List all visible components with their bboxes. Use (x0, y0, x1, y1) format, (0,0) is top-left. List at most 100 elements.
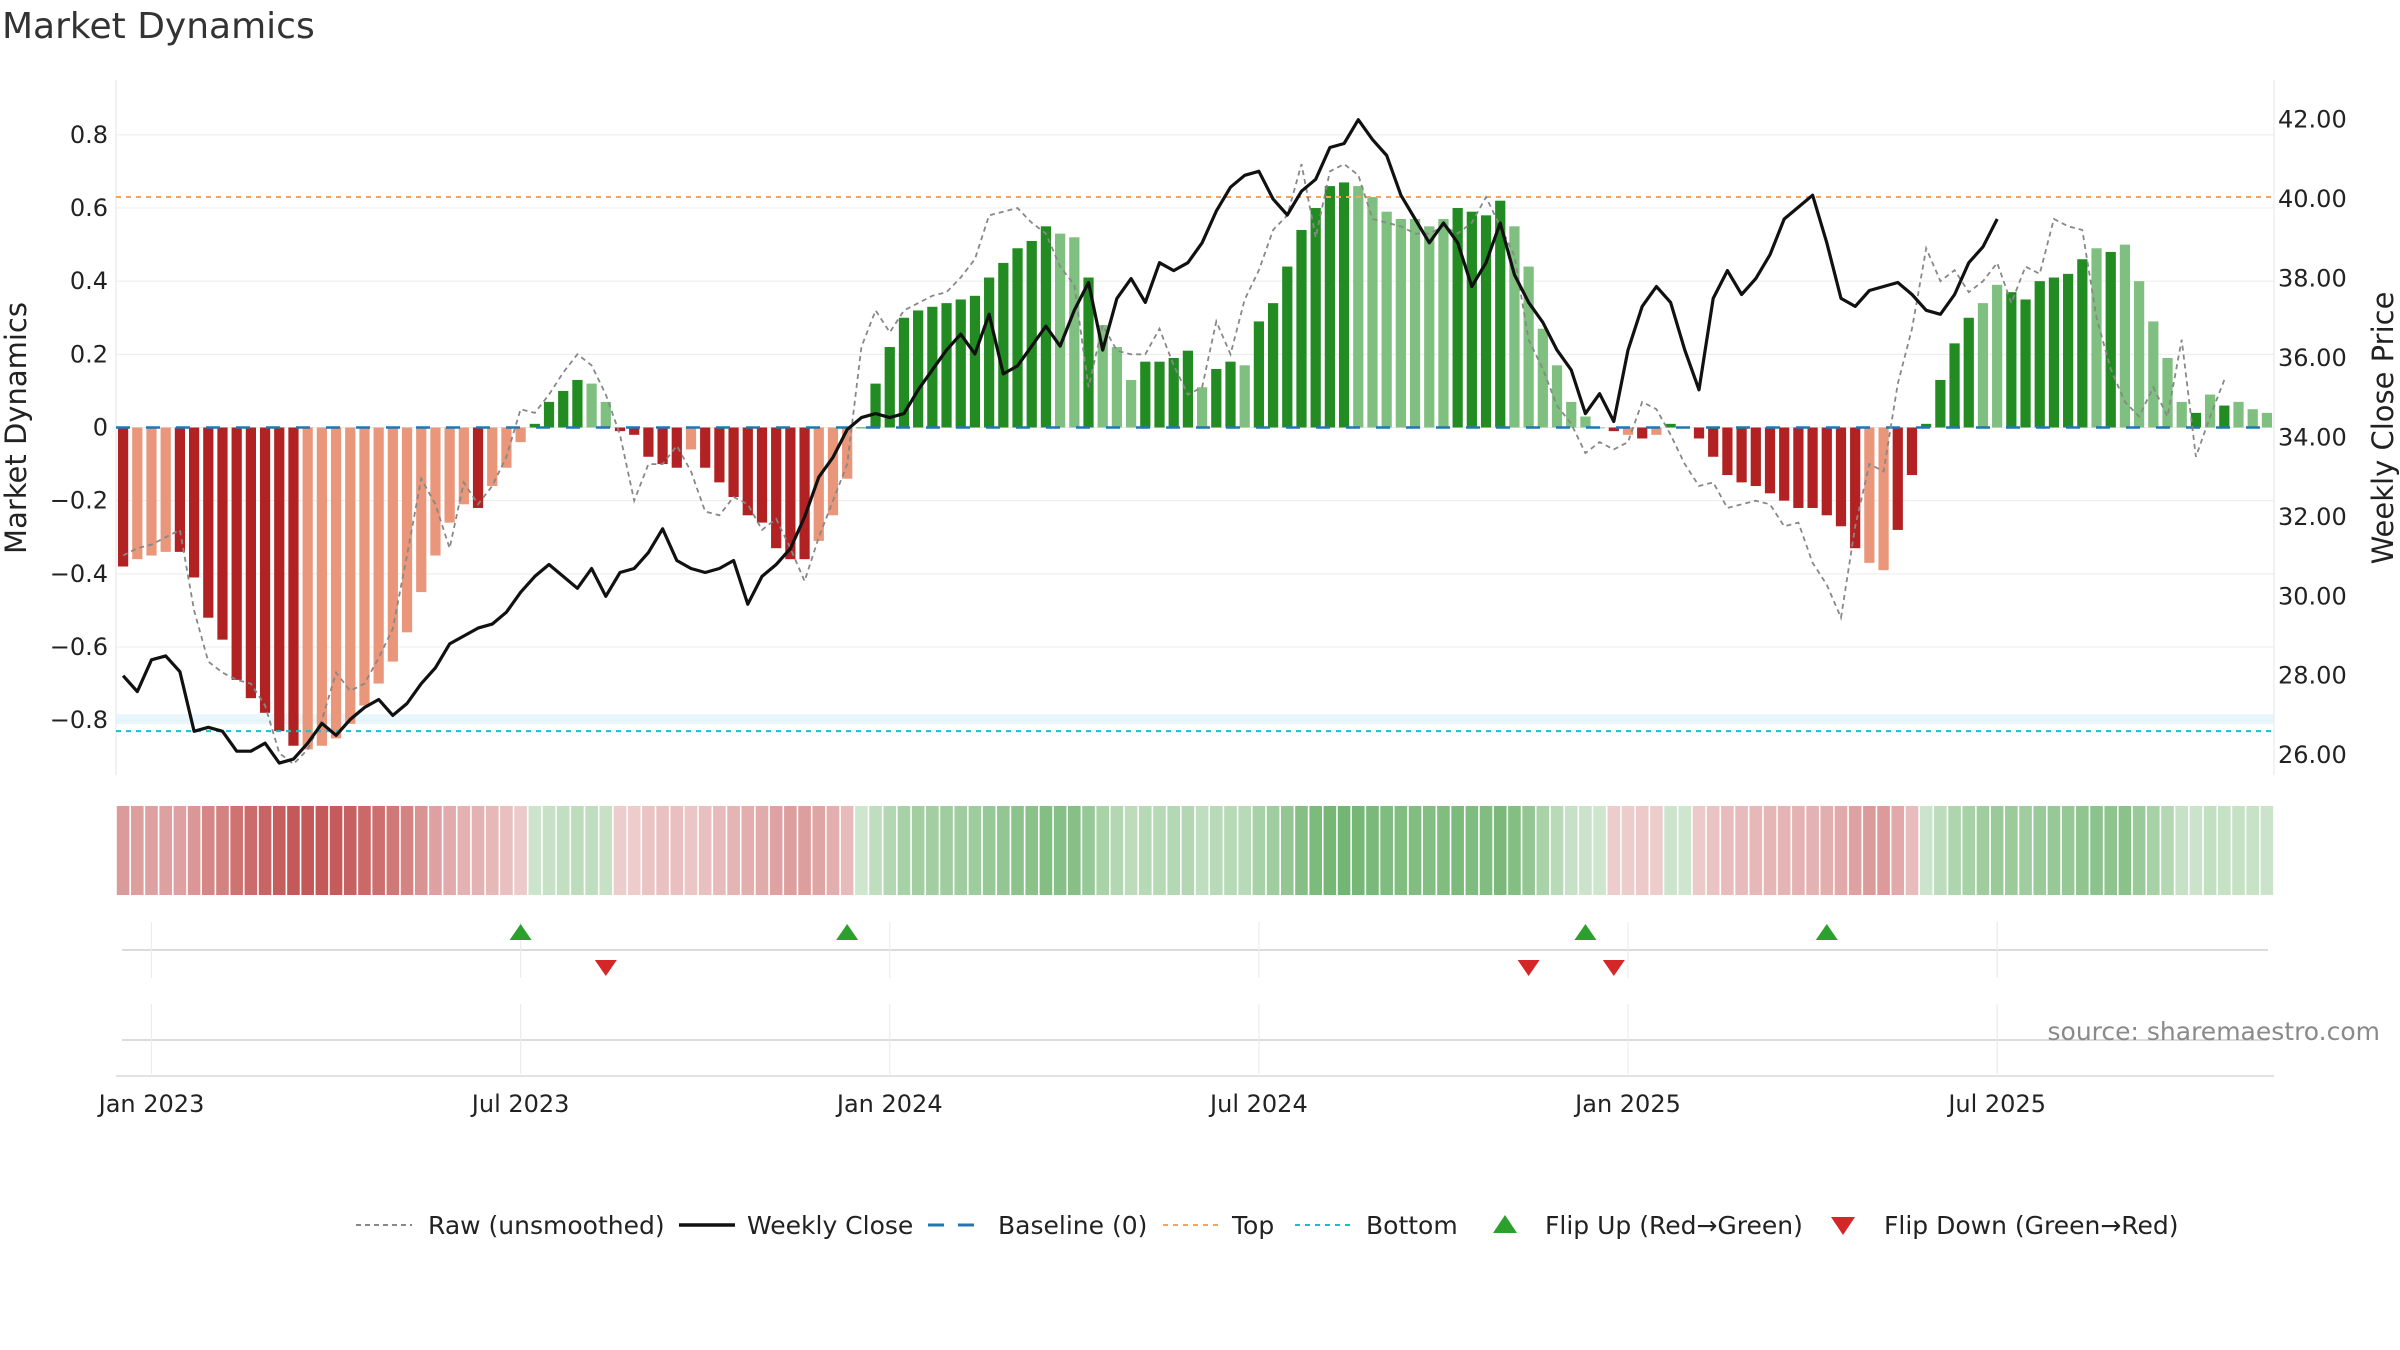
momentum-bar (401, 427, 413, 633)
momentum-bar (1722, 427, 1733, 476)
regime-cell (1380, 806, 1393, 895)
regime-cell (1891, 806, 1905, 895)
momentum-bar (1793, 427, 1804, 508)
regime-cell (287, 806, 300, 895)
regime-cell (1053, 806, 1067, 895)
regime-cell (386, 806, 400, 895)
regime-cell (1692, 806, 1706, 895)
momentum-bar (614, 427, 626, 432)
regime-cell (1195, 806, 1209, 895)
regime-cell (187, 806, 201, 895)
momentum-bar (1651, 427, 1662, 435)
momentum-bar (2176, 401, 2187, 428)
regime-cell (1011, 806, 1024, 895)
right-tick-label: 38.00 (2278, 265, 2347, 293)
regime-cell (1934, 806, 1947, 895)
regime-cell (329, 806, 343, 895)
regime-cell (2090, 806, 2103, 895)
regime-cell (1493, 806, 1507, 895)
regime-cell (1465, 806, 1479, 895)
momentum-bar (1963, 317, 1974, 428)
close-line (121, 118, 1999, 765)
momentum-bar (728, 427, 739, 497)
empty-panel (116, 1004, 2274, 1077)
momentum-bar (870, 383, 881, 428)
momentum-bar (132, 427, 143, 560)
right-axis-label: Weekly Close Price (2366, 292, 2400, 565)
regime-cell (1990, 806, 2004, 895)
flip-markers-panel (122, 922, 2268, 978)
momentum-bar (1495, 200, 1506, 428)
regime-cell (883, 806, 897, 895)
momentum-bar (1324, 186, 1335, 428)
momentum-bar (1182, 350, 1194, 428)
momentum-bar (1835, 427, 1847, 527)
x-tick-label: Jan 2023 (97, 1090, 205, 1118)
raw-series (122, 163, 2226, 766)
regime-cell (400, 806, 414, 895)
momentum-bar (1424, 226, 1435, 428)
regime-cell (997, 806, 1010, 895)
regime-cell (358, 806, 371, 895)
momentum-bar (714, 427, 725, 483)
regime-cell (698, 806, 712, 895)
flip-up-marker (836, 924, 859, 940)
momentum-bar (1026, 240, 1037, 428)
regime-cell (130, 806, 144, 895)
regime-cell (571, 806, 584, 895)
left-tick-label: 0 (93, 414, 108, 442)
momentum-bar (969, 295, 981, 428)
legend-flipup-swatch (1493, 1215, 1517, 1233)
regime-cell (911, 806, 925, 895)
regime-cell (769, 806, 783, 895)
regime-cell (1664, 806, 1677, 895)
legend: Raw (unsmoothed) Weekly Close Baseline (0)… (356, 1211, 2179, 1240)
momentum-bar (529, 423, 540, 428)
left-tick-label: 0.2 (70, 340, 108, 368)
x-tick-label: Jul 2024 (1208, 1090, 1308, 1118)
x-tick-label: Jan 2025 (1573, 1090, 1681, 1118)
momentum-bars (117, 182, 2273, 750)
regime-cell (201, 806, 215, 895)
regime-cell (1309, 806, 1322, 895)
momentum-bar (2247, 409, 2258, 428)
regime-cell (528, 806, 542, 895)
regime-cell (145, 806, 158, 895)
momentum-bar (2205, 394, 2216, 428)
momentum-bar (898, 317, 910, 428)
x-axis-ticks: Jan 2023 Jul 2023 Jan 2024 Jul 2024 Jan 2025… (97, 1090, 2046, 1118)
regime-cell (457, 806, 471, 895)
momentum-bar (1395, 219, 1406, 428)
regime-cell (897, 806, 911, 895)
momentum-bar (373, 427, 384, 684)
momentum-bar (1097, 325, 1108, 428)
right-tick-label: 42.00 (2278, 106, 2347, 134)
momentum-bar (1764, 427, 1776, 494)
regime-cell (1153, 806, 1166, 895)
momentum-bar (1921, 423, 1932, 428)
regime-cell (1295, 806, 1308, 895)
regime-cell (642, 806, 655, 895)
regime-cell (1522, 806, 1535, 895)
momentum-bar (259, 427, 271, 713)
momentum-bar (1126, 379, 1137, 428)
flip-up-marker (1574, 924, 1597, 940)
left-tick-label: −0.8 (50, 706, 108, 734)
left-tick-label: −0.4 (50, 560, 108, 588)
chart-title: Market Dynamics (2, 6, 315, 47)
regime-cell (585, 806, 598, 895)
momentum-bar (387, 427, 398, 662)
momentum-bar (2006, 292, 2017, 428)
x-tick-label: Jul 2023 (470, 1090, 570, 1118)
momentum-bar (771, 427, 782, 549)
momentum-bar (1864, 427, 1875, 563)
momentum-bar (2148, 321, 2159, 428)
momentum-bar (955, 299, 966, 428)
left-tick-label: 0.6 (70, 194, 108, 222)
momentum-bar (600, 401, 611, 428)
right-tick-label: 26.00 (2278, 741, 2347, 769)
legend-label: Flip Up (Red→Green) (1545, 1211, 1803, 1240)
regime-cell (1635, 806, 1649, 895)
momentum-bar (245, 427, 256, 699)
